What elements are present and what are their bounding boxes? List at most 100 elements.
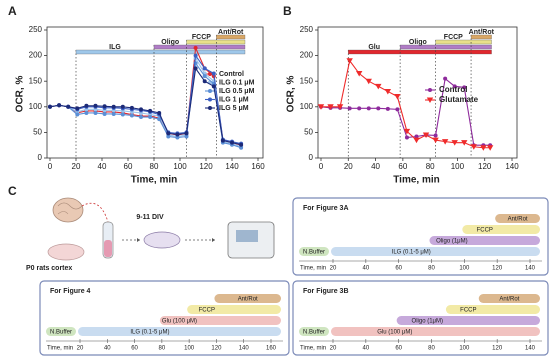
panel-label: B [283, 4, 292, 18]
point [148, 115, 153, 120]
source-label: P0 rats cortex [26, 265, 72, 272]
point [470, 144, 477, 150]
x-tick-label: 140 [225, 162, 239, 171]
treatment-bar [186, 39, 246, 45]
x-tick-label: 0 [48, 162, 53, 171]
y-tick-label: 200 [29, 51, 43, 60]
y-tick-label: 150 [29, 76, 43, 85]
step-label: ILG (0.1-5 μM) [392, 249, 431, 255]
step-label: N.Buffer [303, 329, 325, 335]
treatment-bar [348, 49, 492, 55]
treatment-label: Oligo [161, 39, 179, 46]
step-bar [331, 247, 540, 256]
plot-frame [317, 26, 518, 159]
point [102, 111, 107, 116]
y-tick-label: 50 [304, 128, 313, 137]
legend-marker [428, 88, 432, 92]
point [357, 106, 362, 111]
point [120, 112, 125, 117]
legend-marker [208, 72, 212, 76]
x-tick-label: 120 [199, 162, 213, 171]
y-tick-label: 0 [309, 153, 314, 162]
x-tick-label: 0 [319, 162, 324, 171]
y-tick-label: 100 [300, 102, 314, 111]
x-tick-label: 80 [426, 162, 435, 171]
point [366, 106, 371, 111]
point [385, 106, 390, 111]
step-bar [462, 225, 540, 234]
point [461, 140, 468, 146]
legend-label: ILG 0.1 μM [219, 79, 255, 86]
panel-label: A [8, 4, 17, 18]
point [375, 83, 382, 90]
point [111, 104, 116, 109]
culture-label: 9-11 DIV [136, 214, 164, 221]
point [451, 140, 458, 146]
treatment-bar [75, 49, 246, 55]
treatment-label: Oligo [409, 39, 427, 46]
point [93, 110, 98, 115]
step-label: Oligo (1μM) [412, 318, 443, 324]
x-tick-label: 60 [398, 162, 407, 171]
point [193, 45, 198, 50]
step-label: Oligo (1μM) [436, 238, 467, 244]
legend-label: Control [219, 71, 244, 78]
point [129, 105, 134, 110]
point [432, 137, 439, 144]
y-axis-label: OCR, % [15, 76, 26, 113]
timeline-tick-label: 120 [492, 346, 503, 352]
point [404, 135, 409, 140]
point [66, 104, 71, 109]
timeline-tick-label: 20 [330, 266, 337, 272]
x-tick-label: 80 [150, 162, 159, 171]
point [139, 115, 143, 120]
timeline-tick-label: 140 [525, 346, 536, 352]
treatment-label: Ant/Rot [469, 29, 495, 36]
step-bar [429, 236, 540, 245]
point [239, 142, 244, 147]
point [414, 134, 419, 139]
workflow-icons [47, 197, 275, 261]
x-tick-label: 160 [251, 162, 265, 171]
protocol-title: For Figure 3B [303, 288, 349, 295]
point [211, 84, 216, 89]
timeline-tick-label: 40 [362, 346, 369, 352]
point [175, 135, 180, 140]
panel-label: C [8, 184, 17, 198]
treatment-bar [153, 44, 246, 50]
step-label: ILG (0.1-5 μM) [130, 329, 169, 335]
point [57, 103, 62, 108]
step-bar [478, 294, 540, 303]
point [202, 74, 207, 79]
point [462, 85, 467, 90]
step-label: N.Buffer [50, 329, 72, 335]
step-label: N.Buffer [303, 249, 325, 255]
series-line [49, 61, 242, 149]
point [202, 66, 207, 71]
timeline-tick-label: 120 [211, 346, 222, 352]
point [376, 106, 381, 111]
timeline-tick-label: 80 [159, 346, 166, 352]
legend-label: ILG 5 μM [219, 105, 249, 112]
series-line [49, 66, 242, 146]
point [193, 53, 198, 58]
timeline-tick-label: 40 [362, 266, 369, 272]
y-tick-label: 250 [300, 25, 314, 34]
timeline-tick-label: 120 [492, 266, 503, 272]
point [84, 103, 89, 108]
legend-marker [208, 97, 212, 102]
point [84, 110, 89, 115]
x-tick-label: 60 [124, 162, 133, 171]
step-bar [299, 247, 329, 256]
point [230, 140, 234, 145]
step-bar [46, 327, 76, 336]
legend-marker [426, 97, 434, 103]
step-bar [187, 305, 281, 314]
step-bar [445, 305, 540, 314]
treatment-bar [399, 44, 492, 50]
point [202, 79, 207, 84]
timeline-tick-label: 140 [525, 266, 536, 272]
point [347, 106, 352, 111]
x-tick-label: 100 [173, 162, 187, 171]
point [486, 145, 494, 151]
